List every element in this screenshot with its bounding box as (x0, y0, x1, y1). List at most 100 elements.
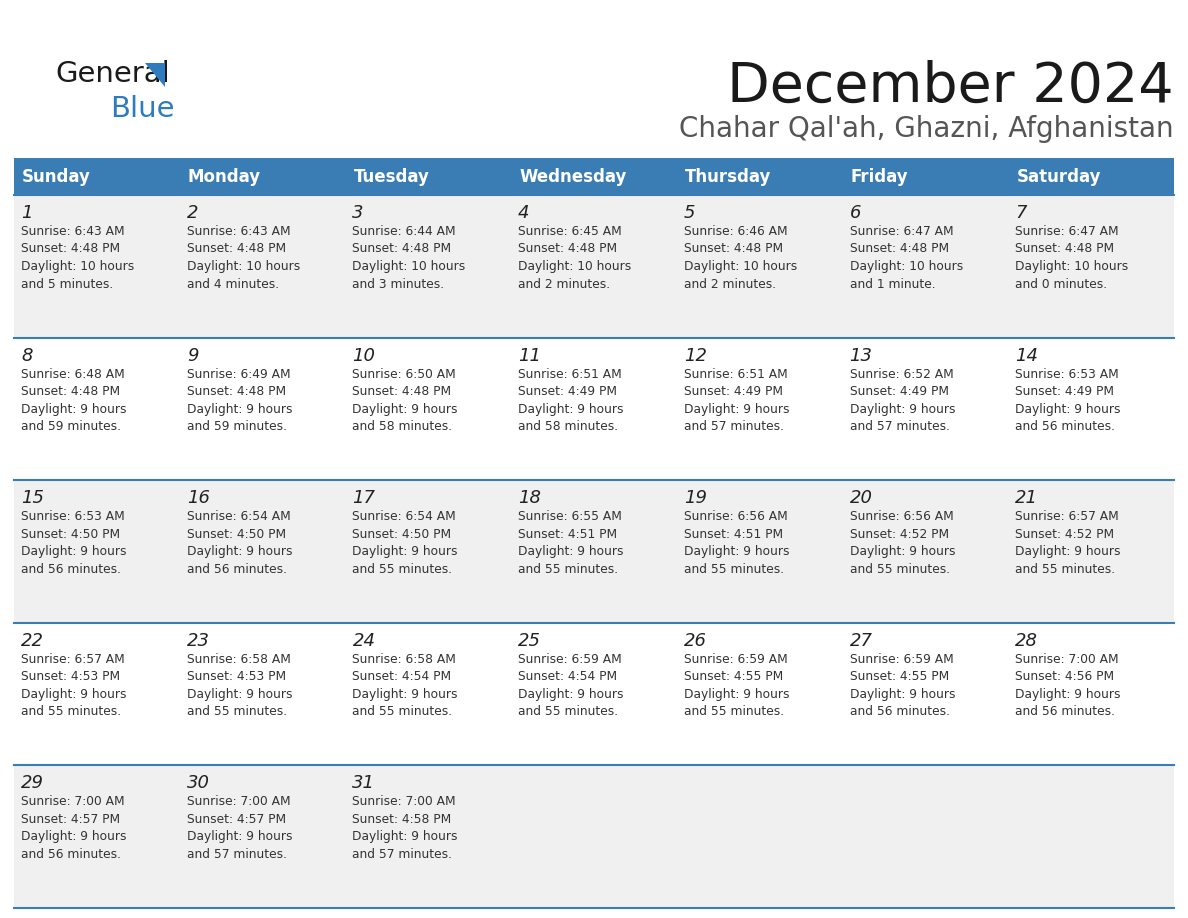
Text: Sunset: 4:53 PM: Sunset: 4:53 PM (21, 670, 120, 683)
Text: Sunset: 4:49 PM: Sunset: 4:49 PM (1016, 385, 1114, 398)
Text: and 4 minutes.: and 4 minutes. (187, 277, 279, 290)
Text: Sunset: 4:57 PM: Sunset: 4:57 PM (187, 813, 286, 826)
Text: 1: 1 (21, 204, 32, 222)
Text: Sunset: 4:53 PM: Sunset: 4:53 PM (187, 670, 286, 683)
Text: Daylight: 10 hours: Daylight: 10 hours (1016, 260, 1129, 273)
Text: 16: 16 (187, 489, 210, 508)
Text: and 57 minutes.: and 57 minutes. (684, 420, 784, 433)
Text: 24: 24 (353, 632, 375, 650)
Text: 19: 19 (684, 489, 707, 508)
Text: 28: 28 (1016, 632, 1038, 650)
Text: Sunrise: 6:44 AM: Sunrise: 6:44 AM (353, 225, 456, 238)
Text: and 56 minutes.: and 56 minutes. (187, 563, 286, 576)
Text: 20: 20 (849, 489, 872, 508)
Text: and 55 minutes.: and 55 minutes. (684, 705, 784, 718)
Text: and 59 minutes.: and 59 minutes. (21, 420, 121, 433)
Text: and 56 minutes.: and 56 minutes. (21, 848, 121, 861)
Text: Sunset: 4:58 PM: Sunset: 4:58 PM (353, 813, 451, 826)
Text: Daylight: 9 hours: Daylight: 9 hours (21, 831, 126, 844)
Text: and 1 minute.: and 1 minute. (849, 277, 935, 290)
Text: Sunset: 4:50 PM: Sunset: 4:50 PM (187, 528, 286, 541)
Text: Friday: Friday (851, 167, 908, 185)
Text: Sunrise: 6:53 AM: Sunrise: 6:53 AM (1016, 367, 1119, 381)
Text: 4: 4 (518, 204, 530, 222)
Text: and 59 minutes.: and 59 minutes. (187, 420, 286, 433)
Text: Daylight: 9 hours: Daylight: 9 hours (1016, 688, 1120, 700)
Text: 11: 11 (518, 347, 542, 364)
Text: 9: 9 (187, 347, 198, 364)
Text: Sunset: 4:50 PM: Sunset: 4:50 PM (353, 528, 451, 541)
Text: 21: 21 (1016, 489, 1038, 508)
Text: Daylight: 9 hours: Daylight: 9 hours (353, 403, 457, 416)
Text: 29: 29 (21, 775, 44, 792)
Text: Sunrise: 6:57 AM: Sunrise: 6:57 AM (21, 653, 125, 666)
Text: Daylight: 9 hours: Daylight: 9 hours (1016, 545, 1120, 558)
Text: Sunset: 4:48 PM: Sunset: 4:48 PM (1016, 242, 1114, 255)
Text: Daylight: 9 hours: Daylight: 9 hours (187, 831, 292, 844)
Text: Sunset: 4:48 PM: Sunset: 4:48 PM (187, 385, 286, 398)
Text: 7: 7 (1016, 204, 1026, 222)
Text: Sunrise: 6:50 AM: Sunrise: 6:50 AM (353, 367, 456, 381)
Text: and 0 minutes.: and 0 minutes. (1016, 277, 1107, 290)
Text: Sunset: 4:54 PM: Sunset: 4:54 PM (518, 670, 618, 683)
Text: Sunrise: 6:47 AM: Sunrise: 6:47 AM (849, 225, 953, 238)
Text: and 5 minutes.: and 5 minutes. (21, 277, 113, 290)
Text: Sunrise: 7:00 AM: Sunrise: 7:00 AM (1016, 653, 1119, 666)
Text: Blue: Blue (110, 95, 175, 123)
Text: and 3 minutes.: and 3 minutes. (353, 277, 444, 290)
Text: 8: 8 (21, 347, 32, 364)
Text: Sunset: 4:48 PM: Sunset: 4:48 PM (684, 242, 783, 255)
Text: and 55 minutes.: and 55 minutes. (849, 563, 949, 576)
Text: and 57 minutes.: and 57 minutes. (353, 848, 453, 861)
Text: Sunrise: 6:58 AM: Sunrise: 6:58 AM (187, 653, 291, 666)
Text: Daylight: 9 hours: Daylight: 9 hours (187, 403, 292, 416)
Text: Sunrise: 7:00 AM: Sunrise: 7:00 AM (353, 795, 456, 809)
Text: Sunset: 4:48 PM: Sunset: 4:48 PM (21, 242, 120, 255)
Text: Sunset: 4:54 PM: Sunset: 4:54 PM (353, 670, 451, 683)
Text: Sunrise: 6:43 AM: Sunrise: 6:43 AM (21, 225, 125, 238)
Text: Sunrise: 6:55 AM: Sunrise: 6:55 AM (518, 510, 623, 523)
Text: Sunrise: 6:46 AM: Sunrise: 6:46 AM (684, 225, 788, 238)
Text: Daylight: 9 hours: Daylight: 9 hours (187, 688, 292, 700)
Bar (677, 158, 842, 195)
Text: and 57 minutes.: and 57 minutes. (849, 420, 949, 433)
Text: Daylight: 10 hours: Daylight: 10 hours (684, 260, 797, 273)
Text: Sunrise: 7:00 AM: Sunrise: 7:00 AM (187, 795, 290, 809)
Text: Daylight: 9 hours: Daylight: 9 hours (353, 831, 457, 844)
Text: Sunrise: 7:00 AM: Sunrise: 7:00 AM (21, 795, 125, 809)
Polygon shape (145, 63, 165, 87)
Text: Sunset: 4:57 PM: Sunset: 4:57 PM (21, 813, 120, 826)
Text: Sunset: 4:51 PM: Sunset: 4:51 PM (518, 528, 618, 541)
Text: Sunrise: 6:56 AM: Sunrise: 6:56 AM (849, 510, 953, 523)
Bar (14, 480, 1174, 622)
Text: Daylight: 9 hours: Daylight: 9 hours (21, 403, 126, 416)
Text: Daylight: 9 hours: Daylight: 9 hours (518, 545, 624, 558)
Text: Sunrise: 6:59 AM: Sunrise: 6:59 AM (849, 653, 953, 666)
Text: Tuesday: Tuesday (353, 167, 429, 185)
Text: 15: 15 (21, 489, 44, 508)
Text: Daylight: 9 hours: Daylight: 9 hours (187, 545, 292, 558)
Text: 30: 30 (187, 775, 210, 792)
Text: Sunrise: 6:59 AM: Sunrise: 6:59 AM (684, 653, 788, 666)
Text: 10: 10 (353, 347, 375, 364)
Text: Daylight: 9 hours: Daylight: 9 hours (684, 688, 789, 700)
Text: Daylight: 10 hours: Daylight: 10 hours (21, 260, 134, 273)
Text: General: General (55, 60, 170, 88)
Text: Sunrise: 6:51 AM: Sunrise: 6:51 AM (684, 367, 788, 381)
Bar (14, 338, 1174, 480)
Text: 26: 26 (684, 632, 707, 650)
Text: Sunset: 4:55 PM: Sunset: 4:55 PM (684, 670, 783, 683)
Text: Daylight: 9 hours: Daylight: 9 hours (684, 403, 789, 416)
Bar (14, 158, 179, 195)
Text: Sunrise: 6:59 AM: Sunrise: 6:59 AM (518, 653, 621, 666)
Text: Daylight: 10 hours: Daylight: 10 hours (353, 260, 466, 273)
Text: Monday: Monday (188, 167, 261, 185)
Text: Sunrise: 6:43 AM: Sunrise: 6:43 AM (187, 225, 290, 238)
Text: and 58 minutes.: and 58 minutes. (518, 420, 618, 433)
Text: Sunset: 4:48 PM: Sunset: 4:48 PM (187, 242, 286, 255)
Bar (14, 622, 1174, 766)
Bar (1009, 158, 1174, 195)
Text: 18: 18 (518, 489, 542, 508)
Text: Sunset: 4:52 PM: Sunset: 4:52 PM (1016, 528, 1114, 541)
Bar (14, 766, 1174, 908)
